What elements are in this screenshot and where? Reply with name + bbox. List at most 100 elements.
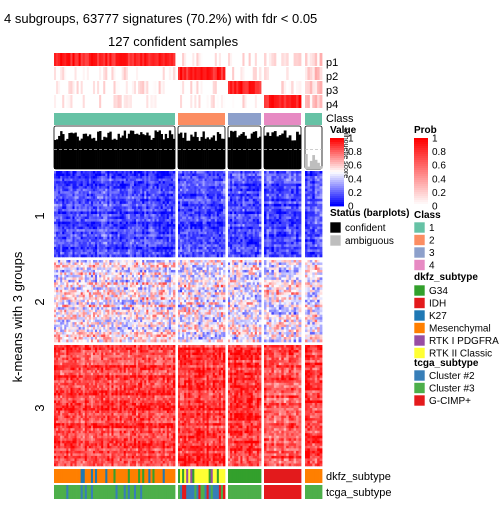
chart-title: 4 subgroups, 63777 signatures (70.2%) wi…	[4, 11, 317, 26]
silhouette-bar	[136, 134, 138, 169]
heatmap-cell	[173, 171, 175, 174]
silhouette-bar	[126, 138, 128, 169]
silhouette-bar	[111, 140, 113, 169]
heatmap-cell	[173, 287, 175, 290]
heatmap-cell	[173, 267, 175, 270]
heatmap-cell	[173, 280, 175, 283]
heatmap-cell	[173, 330, 175, 333]
silhouette-bar	[103, 137, 105, 169]
heatmap-cell	[173, 365, 175, 368]
heatmap-cell	[173, 320, 175, 323]
heatmap-cell	[173, 265, 175, 268]
heatmap-cell	[173, 300, 175, 303]
heatmap-cell	[173, 260, 175, 263]
silhouette-bar	[87, 136, 89, 169]
heatmap-cell	[173, 368, 175, 371]
silhouette-bar	[70, 133, 72, 169]
heatmap-cell	[173, 179, 175, 182]
heatmap-cell	[173, 232, 175, 235]
prob-cell	[173, 95, 175, 108]
prob-cell	[173, 81, 175, 94]
silhouette-bar	[118, 134, 120, 169]
silhouette-bar	[171, 134, 173, 169]
heatmap-cell	[173, 305, 175, 308]
heatmap-cell	[173, 307, 175, 310]
heatmap-cell	[173, 247, 175, 250]
silhouette-bar	[161, 134, 163, 169]
silhouette-bar	[109, 132, 111, 169]
heatmap-cell	[173, 270, 175, 273]
silhouette-bar	[144, 135, 146, 169]
heatmap-cell	[173, 325, 175, 328]
heatmap-cell	[173, 350, 175, 353]
silhouette-bar	[113, 139, 115, 169]
silhouette-bar	[93, 138, 95, 169]
heatmap-cell	[173, 211, 175, 214]
silhouette-bar	[134, 134, 136, 169]
heatmap-cell	[173, 297, 175, 300]
silhouette-bar	[75, 133, 77, 169]
silhouette-bar	[107, 133, 109, 169]
heatmap-cell	[173, 315, 175, 318]
silhouette-bar	[60, 131, 62, 169]
silhouette-bar	[95, 141, 97, 169]
silhouette-bar	[54, 140, 56, 169]
silhouette-bar	[142, 134, 144, 169]
heatmap-cell	[173, 282, 175, 285]
silhouette-bar	[99, 131, 101, 169]
heatmap-cell	[173, 262, 175, 265]
prob-cell	[173, 53, 175, 66]
silhouette-bar	[91, 138, 93, 169]
heatmap-cell	[173, 370, 175, 373]
heatmap-cell	[173, 206, 175, 209]
heatmap-cell	[173, 312, 175, 315]
heatmap-cell	[173, 348, 175, 351]
silhouette-bar	[167, 138, 169, 169]
heatmap-cell	[173, 201, 175, 204]
silhouette-bar	[120, 138, 122, 169]
heatmap-cell	[173, 234, 175, 237]
heatmap-cell	[173, 222, 175, 225]
heatmap-cell	[173, 199, 175, 202]
silhouette-bar	[152, 138, 154, 169]
heatmap-cell	[173, 363, 175, 366]
heatmap-cell	[173, 373, 175, 376]
heatmap-cell	[173, 337, 175, 340]
heatmap-cell	[173, 254, 175, 257]
heatmap-cell	[173, 217, 175, 220]
heatmap-cell	[173, 252, 175, 255]
heatmap-cell	[173, 317, 175, 320]
silhouette-bar	[62, 134, 64, 169]
silhouette-bar	[105, 137, 107, 169]
chart-subtitle: 127 confident samples	[108, 34, 239, 49]
heatmap-cell	[173, 310, 175, 313]
silhouette-bar	[81, 139, 83, 169]
heatmap-cell	[173, 295, 175, 298]
silhouette-bar	[140, 132, 142, 169]
heatmap-cell	[173, 186, 175, 189]
silhouette-bar	[116, 140, 118, 169]
heatmap-cell	[173, 345, 175, 348]
silhouette-bar	[150, 140, 152, 169]
silhouette-bar	[165, 134, 167, 169]
prob-cell	[173, 67, 175, 80]
heatmap-cell	[173, 249, 175, 252]
silhouette-barplot	[54, 126, 175, 169]
heatmap-cell	[173, 302, 175, 305]
heatmap-cell	[173, 204, 175, 207]
silhouette-bar	[83, 134, 85, 169]
heatmap-cell	[173, 353, 175, 356]
heatmap-cell	[173, 229, 175, 232]
heatmap-cell	[173, 242, 175, 245]
silhouette-bar	[163, 139, 165, 169]
heatmap-body	[54, 53, 322, 499]
heatmap-cell	[173, 335, 175, 338]
heatmap-cell	[173, 358, 175, 361]
heatmap-cell	[173, 184, 175, 187]
heatmap-cell	[173, 196, 175, 199]
heatmap-cell	[173, 355, 175, 358]
silhouette-bar	[56, 139, 58, 169]
heatmap-cell	[173, 214, 175, 217]
